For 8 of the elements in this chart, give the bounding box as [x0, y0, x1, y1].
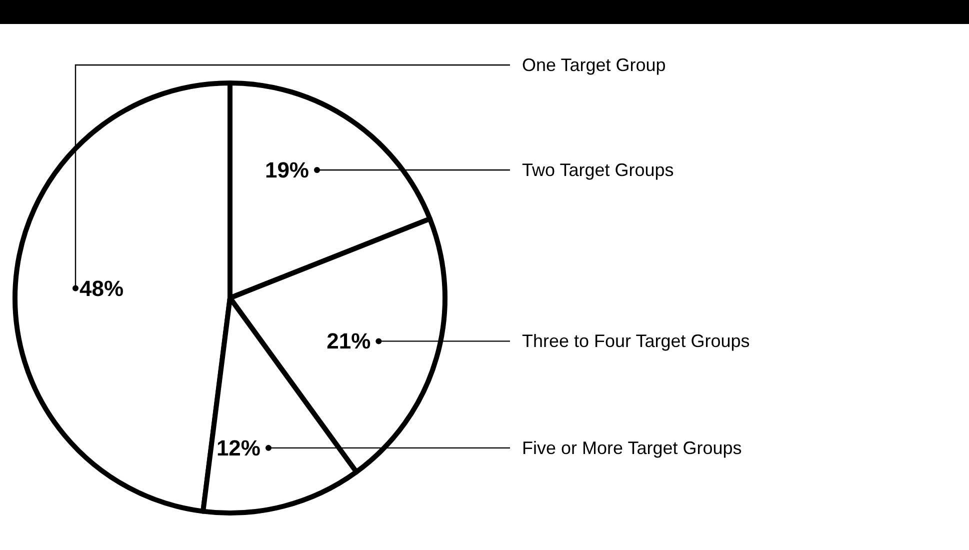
data-label: 12%: [216, 435, 260, 460]
data-label: 48%: [80, 276, 124, 301]
data-label: 19%: [264, 157, 310, 182]
slice-label: Two Target Groups: [522, 160, 674, 180]
data-label: 21%: [326, 328, 371, 354]
slice-label: Five or More Target Groups: [522, 438, 742, 458]
slice-label: Three to Four Target Groups: [522, 331, 750, 352]
slice-label: One Target Group: [522, 55, 666, 75]
